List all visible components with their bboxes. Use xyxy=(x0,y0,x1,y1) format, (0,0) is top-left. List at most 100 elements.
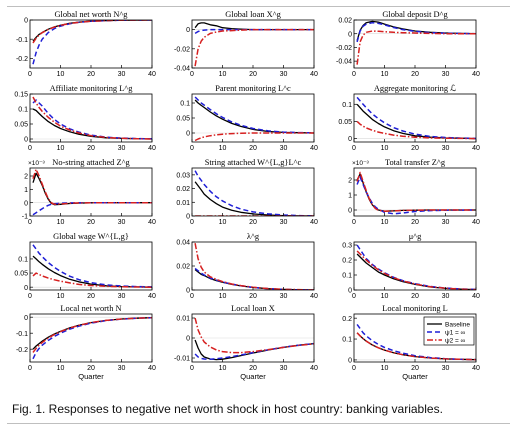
subplot-6: Aggregate monitoring ℒ 0.1 0.05 00 10 20 30 40 xyxy=(338,84,480,152)
y-tick-label: 0 xyxy=(24,200,28,207)
x-tick-label: 10 xyxy=(219,219,227,226)
plot-frame xyxy=(191,241,315,291)
x-tick-label: 40 xyxy=(310,71,318,78)
series-line-baseline xyxy=(356,103,476,140)
y-tick-label: 1 xyxy=(24,187,28,194)
plot-frame xyxy=(191,93,315,143)
x-tick-label: 20 xyxy=(249,71,257,78)
x-tick-label: 20 xyxy=(411,219,419,226)
y-tick-label: 0.02 xyxy=(176,264,190,271)
y-tick-label: 0.1 xyxy=(180,101,190,108)
x-tick-label: 0 xyxy=(190,293,194,300)
plot-frame xyxy=(353,19,477,69)
y-tick-label: -0.04 xyxy=(336,59,352,66)
x-tick-label: 30 xyxy=(442,219,450,226)
y-tick-label: 0 xyxy=(186,336,190,343)
plot-frame xyxy=(191,19,315,69)
x-tick-label: 10 xyxy=(57,145,65,152)
y-tick-label: 0 xyxy=(186,288,190,295)
subplot-12: μ^g 0.3 0.2 0.1 00 10 20 30 40 xyxy=(342,232,480,300)
series-line-psi2 xyxy=(356,171,476,212)
x-tick-label: 20 xyxy=(411,293,419,300)
x-tick-label: 30 xyxy=(118,293,126,300)
x-tick-label: 40 xyxy=(148,71,156,78)
series-line-psi2 xyxy=(32,20,152,44)
subplot-title: No-string attached Z^g xyxy=(52,158,130,167)
x-tick-label: 40 xyxy=(310,145,318,152)
x-axis-label: Quarter xyxy=(78,372,104,381)
x-tick-label: 30 xyxy=(442,145,450,152)
series-line-baseline xyxy=(194,99,314,134)
legend-label: ψ2 = ∞ xyxy=(445,337,466,344)
x-tick-label: 0 xyxy=(28,219,32,226)
series-line-psi2 xyxy=(194,28,314,67)
x-tick-label: 20 xyxy=(411,365,419,372)
y-tick-label: 0 xyxy=(348,288,352,295)
x-tick-label: 20 xyxy=(87,219,95,226)
x-tick-label: 20 xyxy=(87,71,95,78)
subplot-10: Global wage W^{L,g} 0.1 0.05 00 10 20 30 40 xyxy=(14,232,156,300)
series-line-psi1 xyxy=(194,267,314,290)
x-tick-label: 0 xyxy=(352,293,356,300)
x-tick-label: 30 xyxy=(280,145,288,152)
x-tick-label: 0 xyxy=(28,145,32,152)
y-tick-label: 0 xyxy=(24,137,28,144)
subplot-title: String attached W^{L,g}L^c xyxy=(205,158,302,167)
series-line-psi2 xyxy=(32,168,152,206)
x-tick-label: 30 xyxy=(118,71,126,78)
x-tick-label: 10 xyxy=(57,365,65,372)
x-tick-label: 0 xyxy=(352,219,356,226)
y-tick-label: 0 xyxy=(186,27,190,34)
y-tick-label: 0 xyxy=(348,31,352,38)
subplot-11: λ^g 0.04 0.02 00 10 20 30 40 xyxy=(176,232,318,300)
subplot-title: Parent monitoring L^c xyxy=(215,84,291,93)
x-tick-label: 10 xyxy=(381,365,389,372)
x-tick-label: 10 xyxy=(219,293,227,300)
subplot-title: Affiliate monitoring L^g xyxy=(50,84,134,93)
x-tick-label: 30 xyxy=(280,219,288,226)
subplot-title: Global net worth N^g xyxy=(54,10,128,19)
y-tick-label: 0.2 xyxy=(342,316,352,323)
x-tick-label: 40 xyxy=(472,365,480,372)
y-tick-label: -0.1 xyxy=(16,37,28,44)
series-line-psi1 xyxy=(32,201,152,216)
x-tick-label: 10 xyxy=(219,365,227,372)
series-line-psi2 xyxy=(356,332,476,361)
y-tick-label: 2 xyxy=(348,178,352,185)
x-tick-label: 40 xyxy=(310,293,318,300)
subplot-title: μ^g xyxy=(409,232,422,241)
subplot-2: Global loan X^g0-0.02-0.040 10 20 30 40 xyxy=(174,10,318,78)
x-tick-label: 40 xyxy=(472,145,480,152)
subplot-5: Parent monitoring L^c 0.1 0.05 00 10 20 30 40 xyxy=(176,84,318,152)
x-tick-label: 20 xyxy=(87,365,95,372)
y-tick-label: 2 xyxy=(24,174,28,181)
x-tick-label: 10 xyxy=(57,219,65,226)
x-tick-label: 20 xyxy=(249,365,257,372)
subplot-1: Global net worth N^g 0 -0.1 -0.2 0 10 20 30 40 xyxy=(16,10,156,78)
x-tick-label: 0 xyxy=(190,71,194,78)
y-tick-label: -0.1 xyxy=(16,331,28,338)
y-tick-label: 0.1 xyxy=(342,102,352,109)
x-tick-label: 30 xyxy=(442,71,450,78)
plot-frame xyxy=(29,313,153,363)
series-line-psi2 xyxy=(194,317,314,354)
series-line-psi1 xyxy=(32,316,152,360)
y-tick-label: 0.05 xyxy=(176,116,190,123)
y-tick-label: -0.2 xyxy=(16,347,28,354)
y-tick-label: 0.05 xyxy=(14,122,28,129)
x-tick-label: 40 xyxy=(310,219,318,226)
y-multiplier: ×10⁻³ xyxy=(352,160,369,167)
x-tick-label: 40 xyxy=(148,219,156,226)
subplot-4: Affiliate monitoring L^g 0.15 0.1 0.05 00 10 2… xyxy=(14,84,156,152)
x-tick-label: 0 xyxy=(352,71,356,78)
subplot-title: Aggregate monitoring ℒ xyxy=(374,84,456,93)
y-tick-label: 0.1 xyxy=(342,337,352,344)
x-tick-label: 40 xyxy=(472,71,480,78)
y-tick-label: 0.3 xyxy=(342,243,352,250)
y-tick-label: 0.03 xyxy=(176,172,190,179)
series-line-psi1 xyxy=(32,20,152,65)
series-line-psi1 xyxy=(32,244,152,288)
x-tick-label: 0 xyxy=(352,365,356,372)
